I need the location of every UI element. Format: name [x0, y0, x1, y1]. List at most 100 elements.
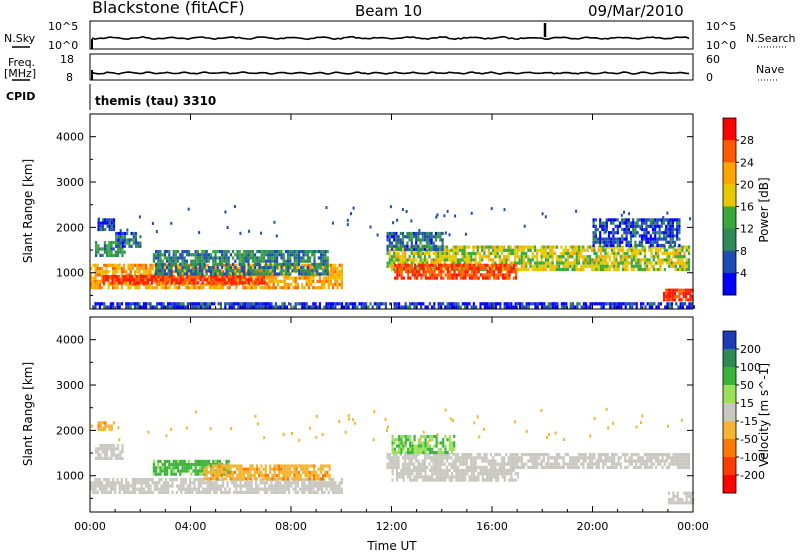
- range-gate-cell: [321, 464, 325, 468]
- range-gate-cell: [605, 237, 608, 241]
- range-gate-cell: [119, 241, 122, 245]
- range-gate-cell: [646, 258, 649, 262]
- range-gate-cell: [340, 263, 343, 267]
- range-gate-cell: [112, 487, 115, 491]
- range-gate-cell: [269, 470, 272, 474]
- range-gate-cell: [182, 484, 185, 488]
- range-gate-cell: [319, 464, 322, 468]
- range-gate-cell: [582, 305, 585, 309]
- range-gate-cell: [613, 453, 616, 457]
- range-gate-cell: [670, 261, 673, 265]
- range-gate-cell: [94, 487, 97, 491]
- range-gate-cell: [101, 221, 105, 225]
- range-gate-cell: [327, 484, 330, 488]
- range-gate-cell: [388, 453, 391, 457]
- range-gate-cell: [201, 253, 204, 257]
- range-gate-cell: [140, 281, 143, 285]
- range-gate-cell: [626, 264, 629, 268]
- range-gate-cell: [481, 255, 484, 259]
- range-gate-cell: [313, 269, 316, 273]
- range-gate-cell: [508, 263, 511, 267]
- range-gate-cell: [680, 298, 683, 302]
- range-gate-cell: [259, 286, 262, 290]
- range-gate-cell: [196, 463, 199, 467]
- range-gate-cell: [516, 465, 519, 469]
- range-gate-cell: [293, 266, 296, 270]
- range-gate-cell: [263, 487, 266, 491]
- range-gate-cell: [121, 231, 124, 236]
- range-gate-cell: [129, 484, 132, 488]
- range-gate-cell: [155, 266, 158, 270]
- range-gate-cell: [299, 487, 302, 491]
- range-gate-cell: [167, 484, 170, 488]
- range-gate-cell: [326, 256, 329, 260]
- range-gate-cell: [426, 238, 429, 242]
- range-gate-cell: [109, 490, 112, 494]
- range-gate-cell: [685, 245, 688, 249]
- range-gate-cell: [90, 286, 93, 290]
- range-gate-cell: [624, 267, 627, 272]
- range-gate-cell: [203, 262, 206, 266]
- nsky-tick-bottom: 10^0: [48, 39, 78, 52]
- range-gate-cell: [485, 255, 488, 259]
- range-gate-cell: [175, 276, 178, 280]
- range-gate-cell: [188, 466, 191, 470]
- range-gate-cell: [189, 487, 192, 491]
- range-gate-cell: [415, 231, 418, 236]
- range-gate-cell: [281, 302, 284, 306]
- range-gate-cell: [206, 278, 209, 282]
- range-gate-cell: [184, 286, 187, 290]
- range-gate-cell: [659, 258, 662, 262]
- range-gate-cell: [242, 477, 245, 481]
- range-gate-cell: [351, 305, 354, 309]
- range-gate-cell: [661, 453, 664, 457]
- range-gate-cell: [182, 481, 185, 485]
- range-gate-cell: [138, 478, 141, 482]
- range-gate-cell: [219, 484, 222, 488]
- range-gate-cell: [262, 250, 265, 254]
- range-gate-cell: [181, 259, 184, 263]
- range-gate-cell: [204, 270, 207, 274]
- range-gate-cell: [94, 282, 97, 287]
- range-gate-cell: [226, 286, 229, 290]
- range-gate-cell: [257, 487, 260, 491]
- range-gate-cell: [481, 459, 484, 463]
- range-gate-cell: [158, 487, 161, 491]
- range-gate-cell: [610, 251, 614, 256]
- range-gate-cell: [244, 481, 247, 485]
- range-gate-cell: [274, 478, 277, 482]
- range-gate-cell: [303, 263, 306, 267]
- range-gate-cell: [236, 250, 239, 254]
- range-gate-cell: [591, 462, 594, 466]
- range-gate-cell: [405, 210, 408, 213]
- range-gate-cell: [219, 490, 222, 494]
- range-gate-cell: [589, 305, 592, 309]
- range-gate-cell: [98, 279, 101, 283]
- range-gate-cell: [669, 231, 672, 235]
- range-gate-cell: [250, 302, 253, 306]
- range-gate-cell: [312, 286, 315, 290]
- range-gate-cell: [679, 251, 682, 256]
- range-gate-cell: [406, 241, 409, 245]
- range-gate-cell: [498, 465, 501, 469]
- range-gate-cell: [194, 272, 197, 276]
- range-gate-cell: [138, 270, 141, 274]
- range-gate-cell: [104, 227, 107, 232]
- range-gate-cell: [112, 270, 115, 274]
- range-gate-cell: [105, 266, 108, 271]
- range-gate-cell: [479, 266, 482, 271]
- range-gate-cell: [661, 456, 664, 460]
- range-gate-cell: [249, 272, 252, 276]
- range-gate-cell: [518, 456, 521, 460]
- range-gate-cell: [569, 255, 572, 259]
- range-gate-cell: [441, 241, 444, 245]
- range-gate-cell: [174, 466, 177, 470]
- power-cells: [90, 205, 695, 309]
- range-gate-cell: [229, 474, 232, 478]
- range-gate-cell: [212, 250, 215, 254]
- range-gate-cell: [636, 243, 639, 248]
- range-gate-cell: [399, 247, 402, 252]
- range-gate-cell: [509, 465, 512, 469]
- range-gate-cell: [637, 453, 640, 457]
- range-gate-cell: [263, 263, 266, 267]
